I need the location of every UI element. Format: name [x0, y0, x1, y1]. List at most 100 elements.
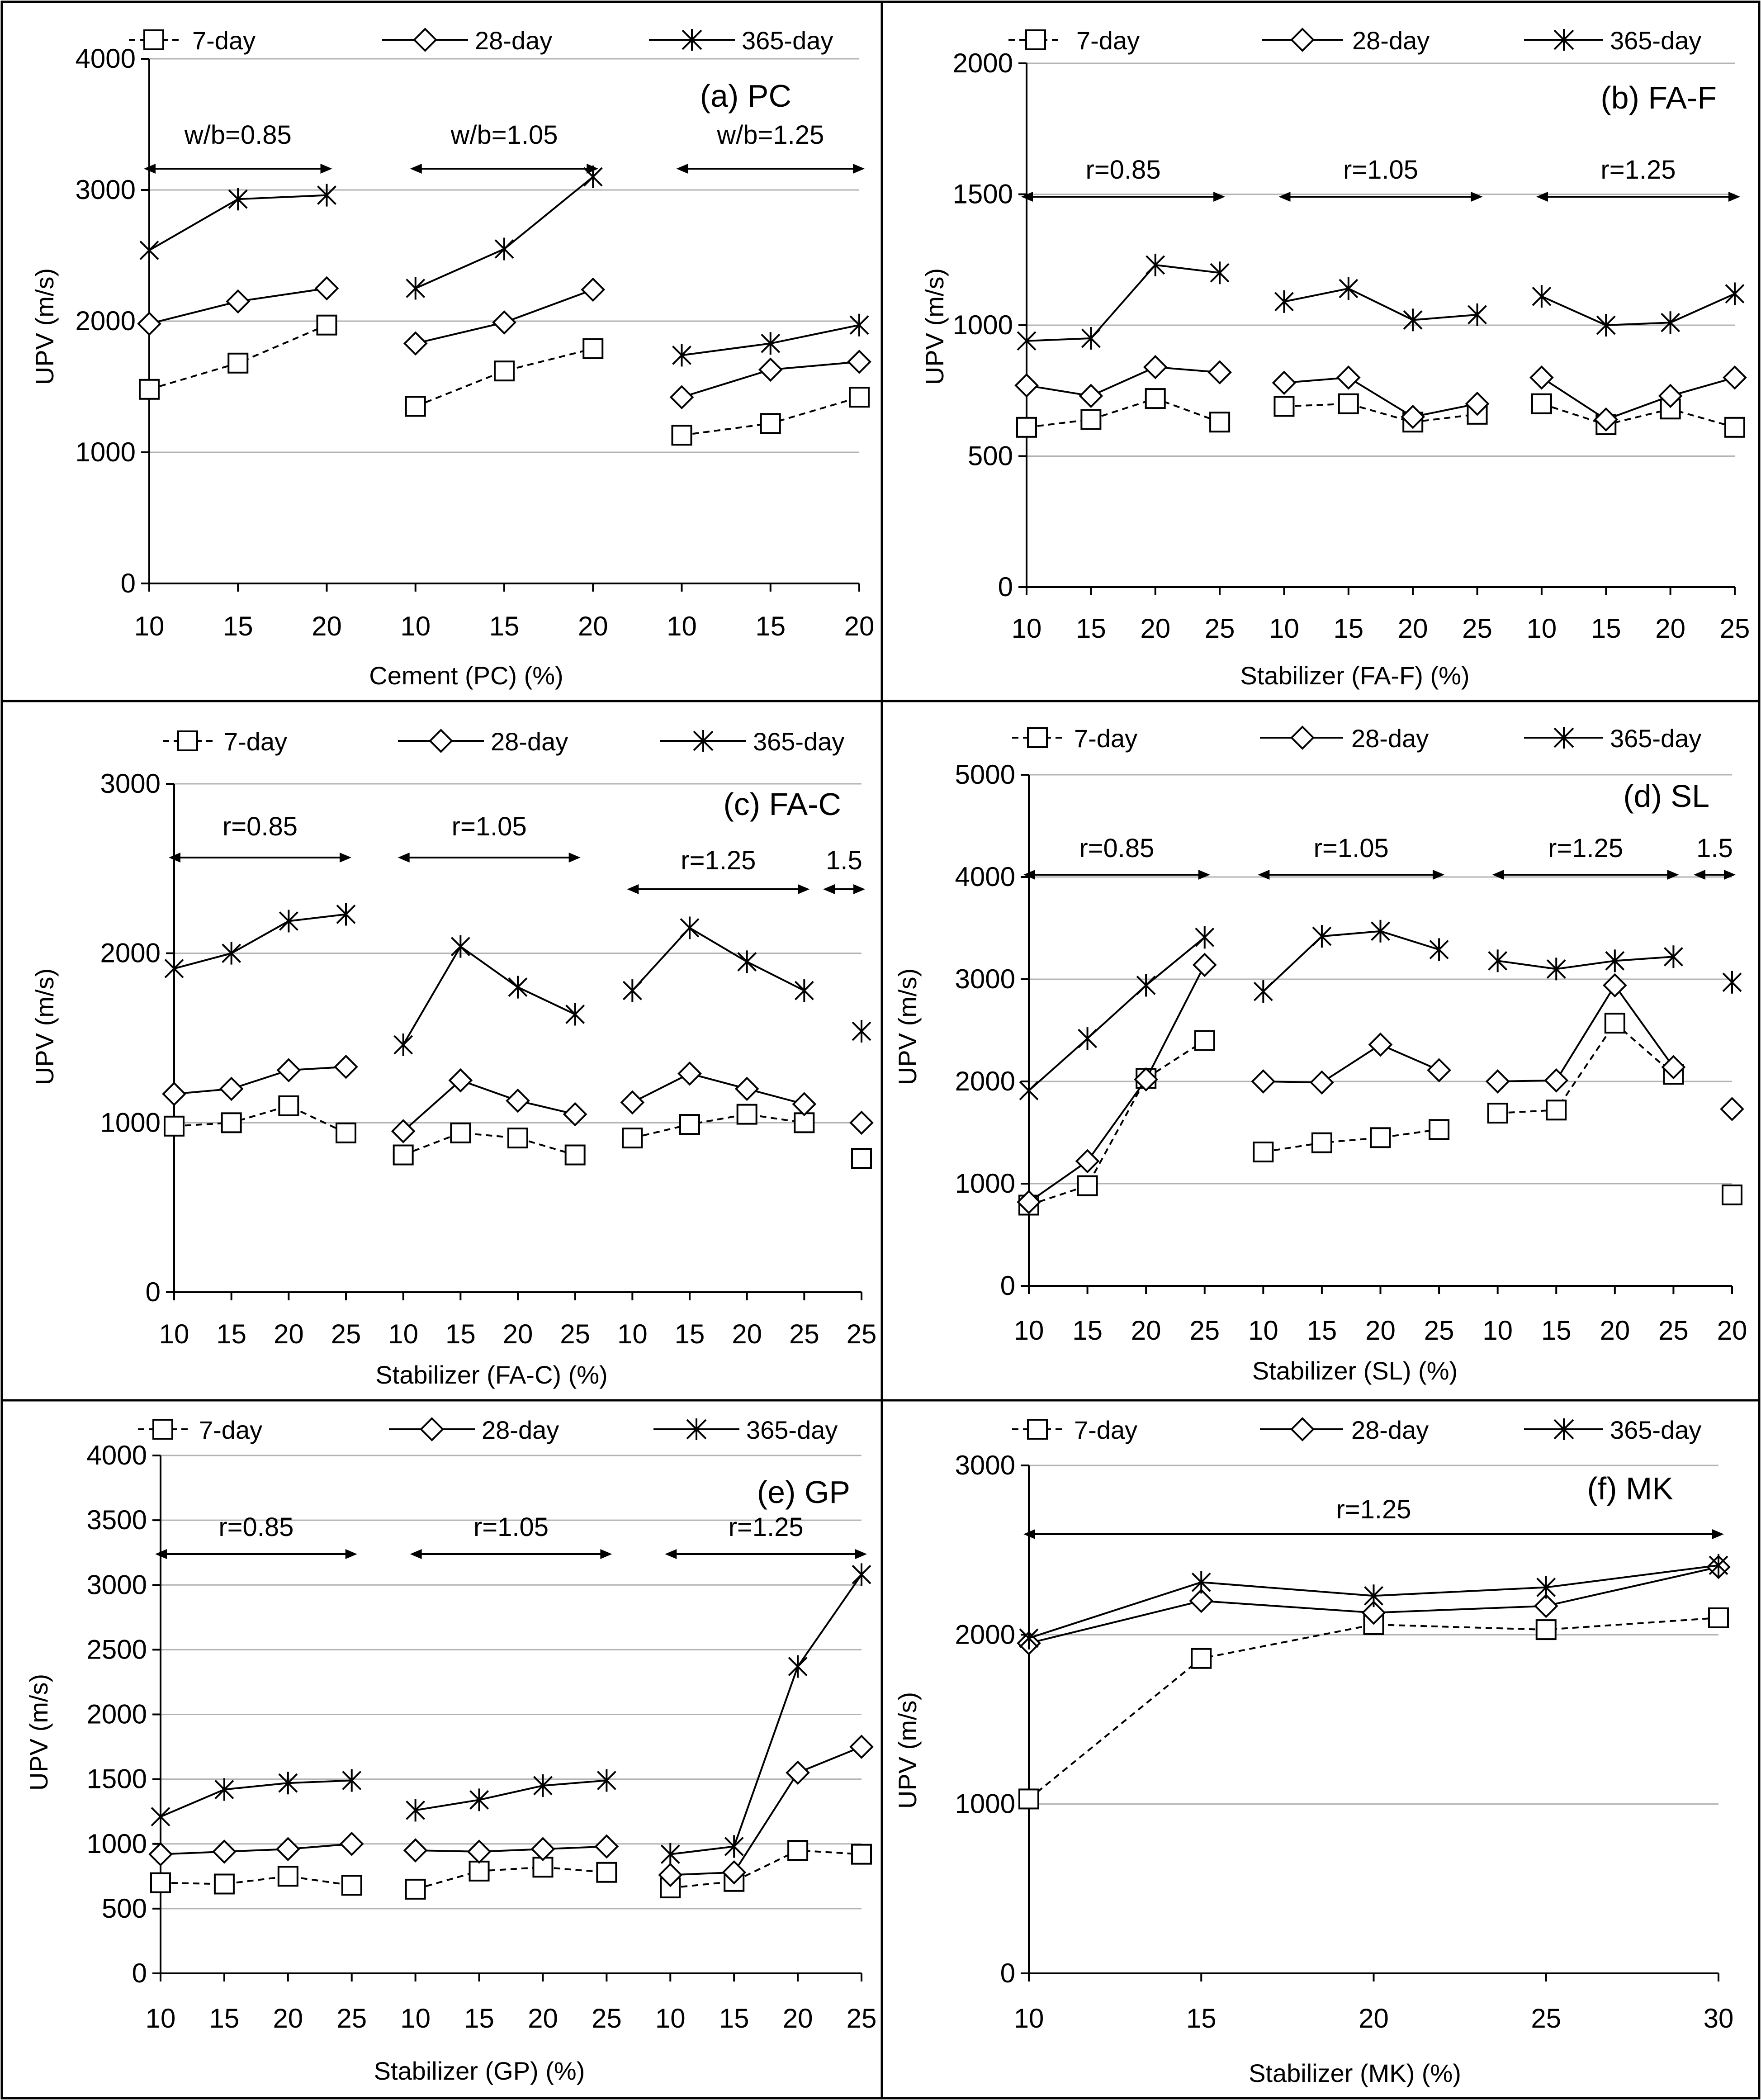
- data-point: [1536, 1576, 1556, 1599]
- legend-7-day: 7-day: [129, 26, 256, 55]
- data-point: [1661, 311, 1681, 334]
- y-tick-label: 3000: [955, 1450, 1015, 1480]
- series-line: [160, 1843, 352, 1855]
- group-arrow-head: [410, 1549, 422, 1559]
- data-point: [563, 1102, 587, 1127]
- panel-e-ylabel: UPV (m/s): [24, 1674, 53, 1791]
- legend-7-day: 7-day: [1012, 1416, 1137, 1444]
- group-bracket: r=1.25: [1536, 155, 1740, 202]
- group-label: 1.5: [826, 846, 862, 875]
- group-arrow-head: [1258, 870, 1270, 880]
- data-point: [849, 1110, 874, 1135]
- series-365-day: [139, 166, 869, 367]
- x-tick-label: 25: [847, 2003, 877, 2034]
- panel-c: 0 1000 2000 3000 10 15 20 25 10 15 20 25 10 15 20 25 25 r…: [30, 727, 876, 1389]
- series-line: [670, 1849, 862, 1889]
- x-tick-label: 15: [755, 611, 786, 641]
- group-bracket: 1.5: [823, 846, 865, 894]
- legend-label-28-day: 28-day: [475, 26, 552, 55]
- group-arrow-head: [1021, 192, 1033, 202]
- data-point: [788, 1655, 808, 1678]
- series-line: [1263, 1128, 1439, 1153]
- group-arrow-head: [1433, 870, 1445, 880]
- group-arrow-head: [1023, 870, 1035, 880]
- x-tick-label: 10: [1482, 1315, 1513, 1346]
- data-point: [1708, 1607, 1729, 1628]
- legend-28-day: 28-day: [1260, 724, 1429, 753]
- legend-28-day: 28-day: [398, 727, 568, 756]
- data-point: [1143, 355, 1168, 379]
- data-point: [450, 935, 470, 958]
- group-arrow-head: [1213, 192, 1226, 202]
- panel-c-legend: 7-day 28-day 365-day: [163, 727, 844, 756]
- x-tick-label: 20: [1717, 1315, 1747, 1346]
- legend-label-28-day: 28-day: [1351, 724, 1429, 753]
- x-tick-label: 20: [578, 611, 608, 641]
- data-point: [1081, 327, 1101, 350]
- y-tick-label: 3000: [955, 964, 1015, 994]
- panel-f-title: (f) MK: [1587, 1471, 1673, 1506]
- x-tick-label: 25: [1205, 613, 1235, 644]
- legend-label-365-day: 365-day: [742, 26, 833, 55]
- data-point: [507, 1128, 528, 1149]
- series-line: [1263, 1043, 1439, 1084]
- y-tick-label: 1500: [953, 179, 1013, 209]
- panel-b-legend: 7-day 28-day 365-day: [1008, 26, 1701, 55]
- data-point: [1207, 360, 1232, 385]
- panel-e-xlabel: Stabilizer (GP) (%): [374, 2057, 585, 2085]
- data-point: [1191, 1571, 1211, 1594]
- data-point: [450, 1122, 471, 1143]
- legend-label-365-day: 365-day: [1610, 1416, 1701, 1444]
- x-tick-label: 20: [312, 611, 342, 641]
- data-point: [658, 1863, 683, 1887]
- series-line: [1284, 376, 1477, 418]
- x-tick-label: 20: [1365, 1315, 1396, 1346]
- series-28-day: [137, 276, 871, 410]
- data-point: [1722, 971, 1742, 994]
- legend-365-day: 365-day: [649, 26, 833, 55]
- group-label: w/b=1.05: [450, 120, 558, 150]
- x-tick-label: 20: [528, 2003, 558, 2034]
- panel-a-xlabel: Cement (PC) (%): [369, 661, 563, 690]
- group-arrow-head: [398, 853, 410, 863]
- data-point: [467, 1839, 492, 1864]
- data-point: [151, 1805, 170, 1828]
- group-bracket: r=1.25: [1492, 834, 1679, 880]
- panel-e-legend: 7-day 28-day 365-day: [138, 1416, 838, 1444]
- data-point: [1532, 285, 1552, 308]
- data-point: [1544, 1068, 1569, 1093]
- y-tick-label: 3000: [76, 175, 136, 205]
- data-point: [1604, 1013, 1625, 1034]
- group-arrow-head: [169, 853, 180, 863]
- legend-365-day: 365-day: [653, 1416, 838, 1444]
- series-28-day: [1014, 355, 1747, 432]
- group-label: 1.5: [1696, 834, 1733, 863]
- data-point: [1018, 1788, 1039, 1810]
- x-tick-label: 25: [1462, 613, 1492, 644]
- panel-c-xlabel: Stabilizer (FA-C) (%): [375, 1360, 607, 1389]
- data-point: [1016, 417, 1037, 438]
- data-point: [137, 311, 161, 336]
- data-point: [391, 1119, 416, 1143]
- group-arrow-head: [600, 1549, 612, 1559]
- data-point: [336, 903, 356, 926]
- series-line: [415, 1866, 607, 1890]
- series-365-day: [1019, 920, 1742, 1102]
- x-tick-label: 25: [847, 1319, 877, 1349]
- data-point: [1529, 365, 1554, 390]
- data-point: [1189, 1588, 1214, 1613]
- y-tick-label: 1000: [955, 1789, 1015, 1819]
- data-point: [1401, 404, 1425, 429]
- x-tick-label: 25: [1658, 1315, 1689, 1346]
- data-point: [736, 1104, 757, 1125]
- data-point: [760, 413, 781, 434]
- y-tick-label: 1000: [100, 1107, 161, 1138]
- data-point: [680, 916, 700, 939]
- data-point: [565, 1003, 585, 1026]
- legend-28-day: 28-day: [1260, 1416, 1429, 1444]
- data-point: [1465, 391, 1490, 416]
- group-arrow-head: [410, 164, 422, 174]
- data-point: [1487, 1103, 1508, 1124]
- x-tick-label: 25: [331, 1319, 361, 1349]
